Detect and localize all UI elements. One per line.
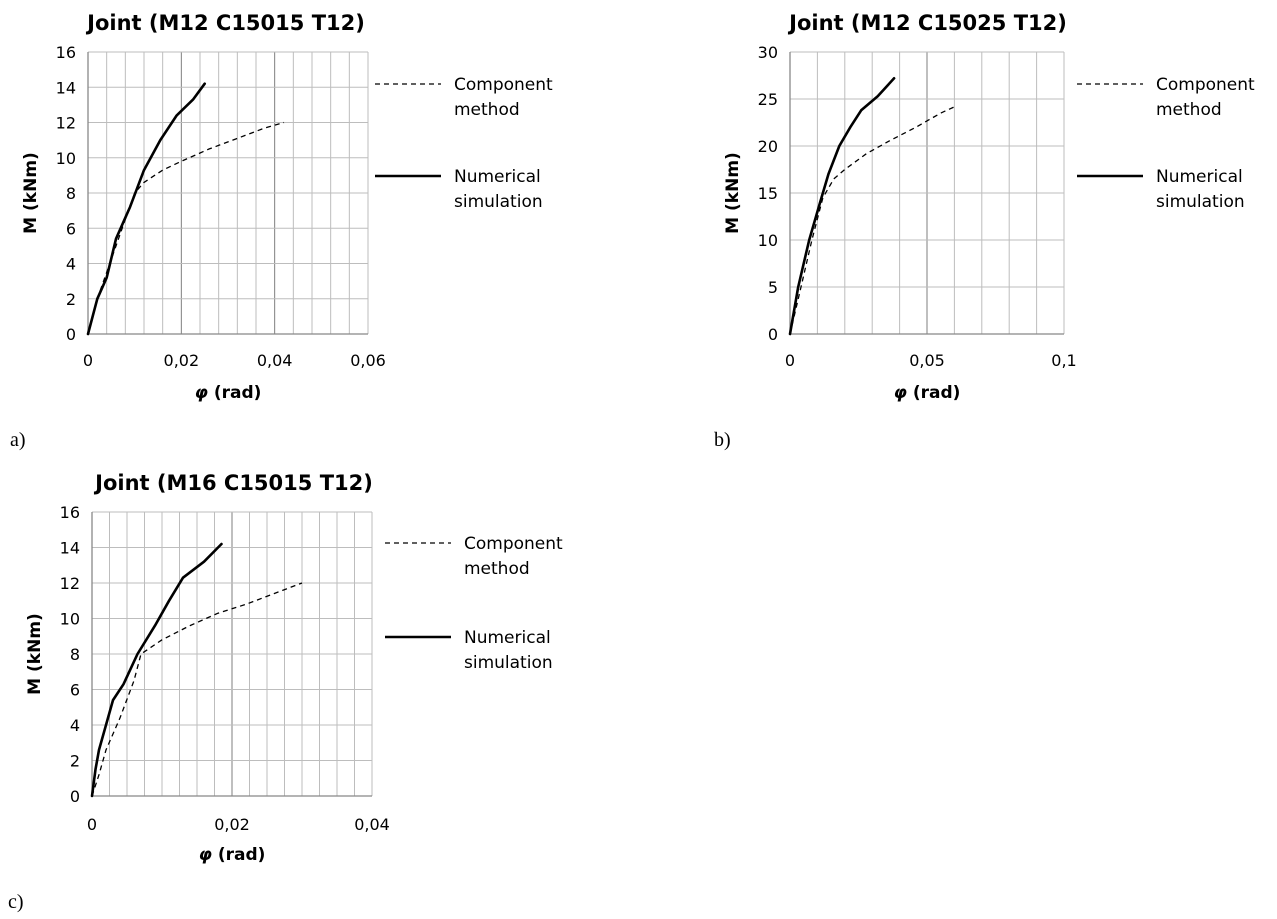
legend-label-line: simulation <box>1156 192 1245 212</box>
legend-label-line: Numerical <box>1156 167 1243 187</box>
panel-label: a) <box>10 429 26 451</box>
legend: Component method Numerical simulation <box>375 75 553 212</box>
x-axis-label: φ (rad) <box>894 383 961 403</box>
x-tick-label: 0,02 <box>164 351 200 370</box>
x-axis-symbol: φ <box>199 845 212 865</box>
y-tick-label: 0 <box>66 325 76 344</box>
x-tick-label: 0,04 <box>354 815 390 834</box>
legend-label: Component method <box>454 75 553 120</box>
series-numerical-simulation-line <box>86 82 206 336</box>
legend-label-line: method <box>1156 100 1222 120</box>
legend-label: Component method <box>464 534 563 579</box>
y-tick-label: 12 <box>60 574 80 593</box>
y-tick-label: 8 <box>66 184 76 203</box>
x-tick-label: 0,1 <box>1051 351 1076 370</box>
x-axis-symbol: φ <box>894 383 907 403</box>
legend: Component method Numerical simulation <box>385 534 563 673</box>
legend-label-line: simulation <box>464 653 553 673</box>
panel-label: b) <box>714 429 731 451</box>
y-tick-label: 2 <box>66 290 76 309</box>
y-tick-label: 5 <box>768 278 778 297</box>
legend-label-line: Numerical <box>454 167 541 187</box>
chart-b: 0 5 10 15 20 25 30 0 0,05 0,1 Joint (M12 C15025 T1… <box>714 11 1255 451</box>
y-tick-label: 4 <box>66 255 76 274</box>
legend-label: Numerical simulation <box>454 167 543 212</box>
x-axis-symbol: φ <box>195 383 208 403</box>
y-tick-label: 14 <box>60 539 80 558</box>
x-axis-label: φ (rad) <box>195 383 262 403</box>
y-axis-label: M (kNm) <box>723 152 743 234</box>
x-axis-unit: (rad) <box>212 845 265 865</box>
y-tick-label: 0 <box>768 325 778 344</box>
y-tick-label: 0 <box>70 787 80 806</box>
y-tick-label: 10 <box>60 610 80 629</box>
legend-label-line: Component <box>454 75 553 95</box>
y-tick-label: 8 <box>70 645 80 664</box>
x-tick-label: 0,06 <box>350 351 386 370</box>
legend-label: Numerical simulation <box>1156 167 1245 212</box>
series-component-method-line <box>91 582 303 797</box>
x-axis-label: φ (rad) <box>199 845 266 865</box>
legend-label-line: Component <box>1156 75 1255 95</box>
gridlines <box>790 51 1065 334</box>
x-axis-unit: (rad) <box>208 383 261 403</box>
legend-label-line: method <box>464 559 530 579</box>
x-tick-label: 0 <box>83 351 93 370</box>
x-tick-label: 0,05 <box>909 351 945 370</box>
legend-label: Component method <box>1156 75 1255 120</box>
y-tick-label: 20 <box>758 137 778 156</box>
legend: Component method Numerical simulation <box>1077 75 1255 212</box>
legend-label-line: method <box>454 100 520 120</box>
y-tick-label: 2 <box>70 752 80 771</box>
chart-title: Joint (M16 C15015 T12) <box>93 471 373 495</box>
y-tick-label: 6 <box>66 219 76 238</box>
chart-title: Joint (M12 C15015 T12) <box>85 11 365 35</box>
y-tick-label: 4 <box>70 716 80 735</box>
series-numerical-simulation-line <box>788 77 896 336</box>
x-tick-label: 0,02 <box>214 815 250 834</box>
y-axis-label: M (kNm) <box>25 613 45 695</box>
y-tick-label: 10 <box>758 231 778 250</box>
gridlines <box>92 511 373 796</box>
y-tick-label: 6 <box>70 681 80 700</box>
y-tick-label: 14 <box>56 78 76 97</box>
y-tick-label: 25 <box>758 90 778 109</box>
x-axis-unit: (rad) <box>907 383 960 403</box>
y-tick-label: 16 <box>60 503 80 522</box>
x-tick-label: 0,04 <box>257 351 293 370</box>
y-tick-label: 30 <box>758 43 778 62</box>
chart-a: 0 2 4 6 8 10 12 14 16 0 0,02 0,04 0,06 Joint (M12 C15… <box>10 11 553 451</box>
y-axis-label: M (kNm) <box>21 152 41 234</box>
y-tick-label: 15 <box>758 184 778 203</box>
gridlines <box>88 51 369 334</box>
y-tick-label: 10 <box>56 149 76 168</box>
chart-c: 0 2 4 6 8 10 12 14 16 0 0,02 0,04 Joint (M16 C15015 … <box>8 471 563 913</box>
x-tick-label: 0 <box>87 815 97 834</box>
legend-label: Numerical simulation <box>464 628 553 673</box>
legend-label-line: Component <box>464 534 563 554</box>
chart-title: Joint (M12 C15025 T12) <box>787 11 1067 35</box>
y-tick-label: 12 <box>56 114 76 133</box>
x-tick-label: 0 <box>785 351 795 370</box>
y-tick-label: 16 <box>56 43 76 62</box>
series-numerical-simulation-line <box>90 542 223 798</box>
legend-label-line: simulation <box>454 192 543 212</box>
legend-label-line: Numerical <box>464 628 551 648</box>
panel-label: c) <box>8 891 24 913</box>
